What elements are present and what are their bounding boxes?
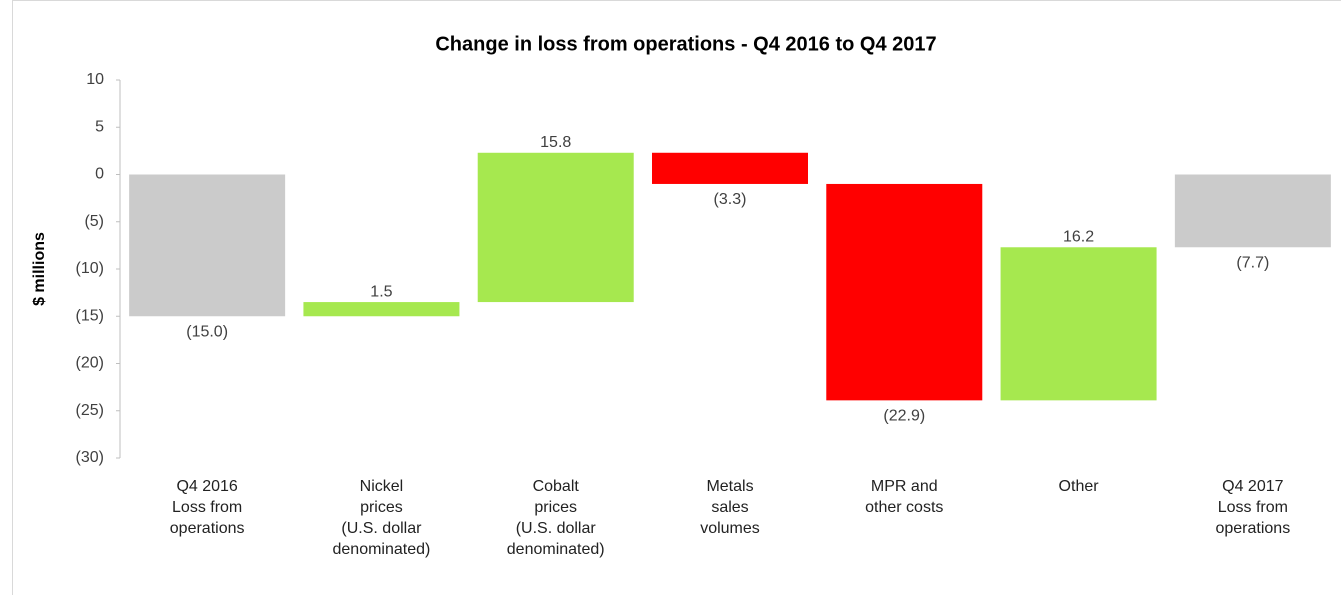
- bar: [303, 302, 460, 317]
- y-tick-label: (5): [84, 213, 104, 230]
- y-axis-label: $ millions: [31, 232, 48, 306]
- chart-frame: [12, 0, 1341, 595]
- y-tick-label: (15): [76, 307, 104, 324]
- y-tick-label: (25): [76, 402, 104, 419]
- data-label: (22.9): [883, 408, 925, 425]
- x-tick-label: Q4 2016 Loss from operations: [169, 478, 245, 537]
- bar: [652, 152, 808, 184]
- x-tick-label: Cobalt prices (U.S. dollar denominated): [506, 478, 605, 558]
- bar: [477, 152, 634, 303]
- bar: [1000, 247, 1157, 401]
- x-tick-label: Metals sales volumes: [700, 478, 760, 537]
- data-label: 15.8: [540, 134, 571, 151]
- data-label: 1.5: [370, 283, 392, 300]
- bar: [826, 183, 983, 401]
- y-tick-label: (30): [76, 449, 104, 466]
- x-tick-label: Q4 2017 Loss from operations: [1215, 478, 1291, 537]
- y-tick-label: (10): [76, 260, 104, 277]
- x-tick-label: Nickel prices (U.S. dollar denominated): [332, 478, 431, 558]
- bar: [1174, 174, 1331, 248]
- x-tick-label: Other: [1058, 478, 1099, 495]
- data-label: 16.2: [1063, 228, 1094, 245]
- x-tick-label: MPR and other costs: [865, 478, 944, 516]
- bar: [129, 174, 286, 317]
- chart-title: Change in loss from operations - Q4 2016…: [435, 33, 936, 55]
- y-tick-label: (20): [76, 355, 104, 372]
- data-label: (7.7): [1236, 254, 1269, 271]
- y-tick-label: 5: [95, 118, 104, 135]
- y-tick-label: 10: [86, 71, 104, 88]
- data-label: (15.0): [186, 323, 228, 340]
- y-tick-label: 0: [95, 166, 104, 183]
- data-label: (3.3): [714, 191, 747, 208]
